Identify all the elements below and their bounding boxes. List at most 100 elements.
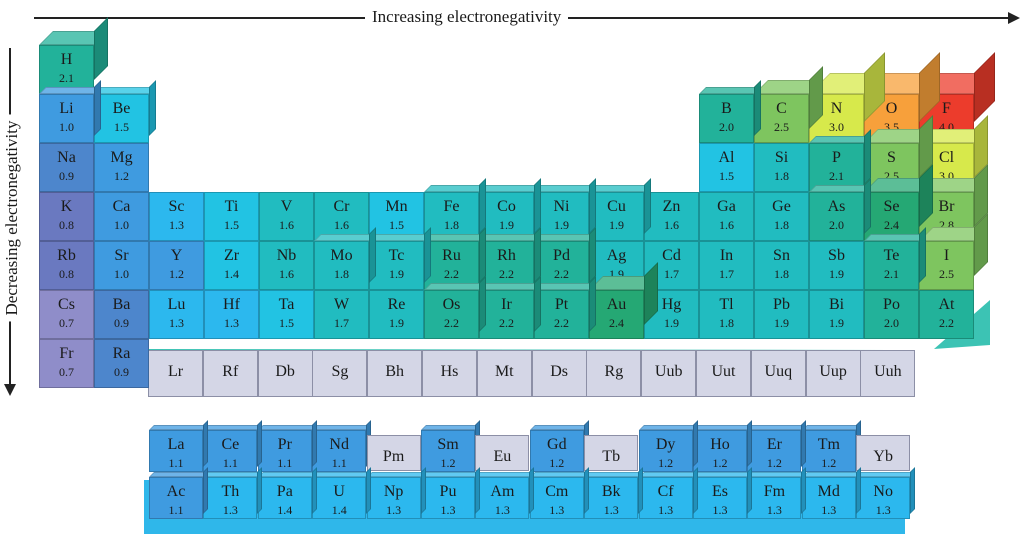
cell-front-face: Db xyxy=(257,350,313,397)
electronegativity-value: 2.1 xyxy=(829,169,844,183)
electronegativity-value: 1.9 xyxy=(609,218,624,232)
cell-front-face: Lu 1.3 xyxy=(149,290,204,339)
element-cell-po: Po 2.0 xyxy=(864,290,919,339)
element-symbol: Lu xyxy=(167,296,186,313)
cell-front-face: Pd 2.2 xyxy=(534,241,589,290)
electronegativity-value: 1.6 xyxy=(664,218,679,232)
cell-front-face: Yb xyxy=(856,435,911,471)
element-cell-rg: Rg xyxy=(586,350,642,397)
cell-front-face: Po 2.0 xyxy=(864,290,919,339)
element-cell-lr: Lr xyxy=(148,350,203,397)
cell-front-face: Mg 1.2 xyxy=(94,143,149,192)
cell-front-face: Ds xyxy=(531,350,587,397)
cell-side-face xyxy=(420,467,426,514)
element-cell-ca: Ca 1.0 xyxy=(94,192,149,241)
element-symbol: Ni xyxy=(553,198,570,215)
element-cell-tl: Tl 1.8 xyxy=(699,290,754,339)
element-symbol: Ce xyxy=(221,436,240,453)
cell-side-face xyxy=(910,467,916,514)
element-symbol: Ho xyxy=(710,436,730,453)
element-symbol: Se xyxy=(883,198,900,215)
element-cell-pa: Pa 1.4 xyxy=(257,467,317,519)
cell-front-face: Re 1.9 xyxy=(369,290,424,339)
cell-front-face: H 2.1 xyxy=(39,45,94,94)
electronegativity-value: 1.9 xyxy=(664,316,679,330)
cell-side-face xyxy=(479,227,486,283)
element-symbol: Be xyxy=(112,100,131,117)
element-symbol: Mn xyxy=(385,198,408,215)
cell-front-face: Zn 1.6 xyxy=(644,192,699,241)
cell-side-face xyxy=(747,467,752,514)
cell-front-face: Ba 0.9 xyxy=(94,290,149,339)
element-symbol: Li xyxy=(59,100,74,117)
element-symbol: No xyxy=(873,483,893,500)
cell-top-face xyxy=(809,185,871,192)
element-symbol: Ti xyxy=(224,198,239,215)
element-symbol: Th xyxy=(221,483,240,500)
cell-front-face: Tl 1.8 xyxy=(699,290,754,339)
element-cell-gd: Gd 1.2 xyxy=(529,420,589,472)
element-symbol: Au xyxy=(606,296,627,313)
element-symbol: Nb xyxy=(276,247,297,264)
element-symbol: N xyxy=(830,100,843,117)
electronegativity-value: 2.2 xyxy=(499,267,514,281)
cell-front-face: Hf 1.3 xyxy=(204,290,259,339)
element-cell-se: Se 2.4 xyxy=(864,164,933,241)
cell-top-face xyxy=(534,234,596,241)
cell-side-face xyxy=(855,467,861,514)
element-cell-mg: Mg 1.2 xyxy=(94,143,149,192)
cell-front-face: Tm 1.2 xyxy=(801,430,856,472)
element-symbol: Ra xyxy=(112,345,131,362)
element-cell-fr: Fr 0.7 xyxy=(39,339,94,388)
element-symbol: Te xyxy=(883,247,900,264)
electronegativity-value: 1.7 xyxy=(664,267,679,281)
element-symbol: Mg xyxy=(110,149,133,166)
electronegativity-value: 1.9 xyxy=(774,316,789,330)
cell-front-face: Tc 1.9 xyxy=(369,241,424,290)
cell-front-face: I 2.5 xyxy=(919,241,974,290)
element-symbol: Yb xyxy=(873,448,893,465)
electronegativity-value: 1.3 xyxy=(821,503,837,517)
electronegativity-value: 1.2 xyxy=(658,456,674,470)
cell-front-face: Rb 0.8 xyxy=(39,241,94,290)
cell-side-face xyxy=(589,276,596,332)
element-symbol: Sm xyxy=(437,436,459,453)
cell-side-face xyxy=(638,467,644,514)
element-symbol: Cs xyxy=(58,296,75,313)
element-symbol: Pr xyxy=(277,436,292,453)
element-cell-sn: Sn 1.8 xyxy=(754,241,809,290)
cell-front-face: Eu xyxy=(475,435,530,471)
electronegativity-value: 1.5 xyxy=(224,218,239,232)
cell-top-face xyxy=(479,283,541,290)
cell-front-face: Sr 1.0 xyxy=(94,241,149,290)
element-symbol: O xyxy=(885,100,898,117)
element-cell-dy: Dy 1.2 xyxy=(638,420,698,472)
element-cell-c: C 2.5 xyxy=(754,66,823,143)
top-axis-label: Increasing electronegativity xyxy=(365,6,569,28)
cell-front-face: Bk 1.3 xyxy=(584,477,639,519)
element-cell-v: V 1.6 xyxy=(259,192,314,241)
element-symbol: Ir xyxy=(501,296,512,313)
cell-front-face: Mt xyxy=(476,350,532,397)
element-cell-u: U 1.4 xyxy=(312,467,372,519)
element-symbol: Lr xyxy=(167,363,184,380)
element-symbol: U xyxy=(333,483,345,500)
cell-front-face: K 0.8 xyxy=(39,192,94,241)
electronegativity-value: 1.1 xyxy=(168,503,184,517)
element-symbol: Rf xyxy=(222,363,239,380)
cell-front-face: In 1.7 xyxy=(699,241,754,290)
cell-front-face: P 2.1 xyxy=(809,143,864,192)
cell-top-face xyxy=(479,234,541,241)
element-symbol: Ag xyxy=(606,247,627,264)
element-symbol: Md xyxy=(817,483,840,500)
element-cell-cu: Cu 1.9 xyxy=(589,178,651,241)
electronegativity-value: 2.2 xyxy=(554,316,569,330)
element-symbol: C xyxy=(776,100,787,117)
cell-front-face: Uup xyxy=(805,350,861,397)
element-symbol: Uup xyxy=(819,363,847,380)
element-cell-md: Md 1.3 xyxy=(801,467,861,519)
electronegativity-value: 2.2 xyxy=(444,267,459,281)
element-symbol: Pd xyxy=(553,247,570,264)
cell-front-face: Uub xyxy=(641,350,697,397)
